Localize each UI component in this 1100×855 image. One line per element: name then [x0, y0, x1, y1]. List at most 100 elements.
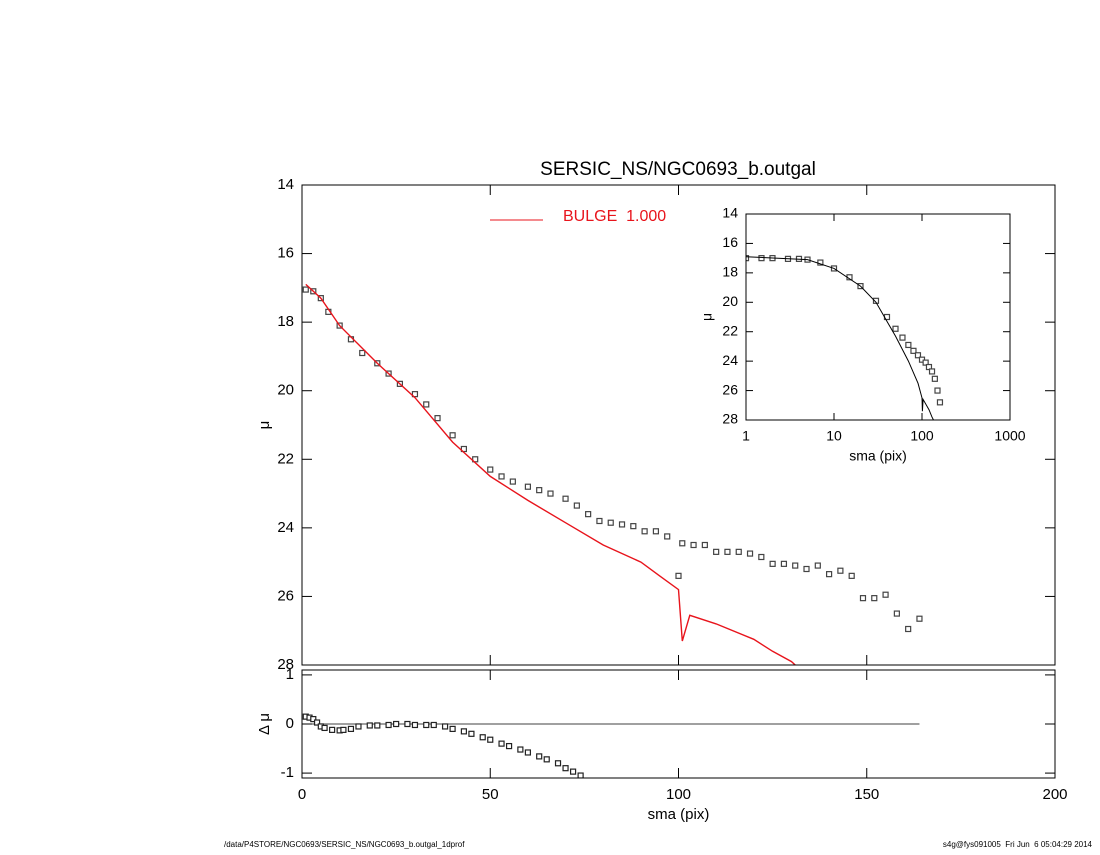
data-point — [577, 772, 584, 778]
data-point — [487, 736, 494, 743]
data-point — [468, 730, 475, 737]
y-tick-label: 24 — [722, 352, 738, 368]
legend-label: BULGE 1.000 — [563, 208, 666, 225]
y-tick-label: 22 — [277, 450, 294, 467]
footer-right: s4g@fys091005 Fri Jun 6 05:04:29 2014 — [943, 840, 1093, 849]
data-point — [859, 595, 867, 602]
data-point — [630, 523, 637, 530]
y-tick-label: 14 — [277, 176, 294, 193]
y-tick-label: 28 — [277, 656, 294, 673]
data-point — [423, 721, 430, 729]
data-point — [366, 722, 373, 729]
y-tick-label: 1 — [286, 666, 294, 683]
data-point — [498, 473, 505, 480]
data-point — [910, 347, 917, 354]
data-point — [441, 723, 449, 730]
data-point — [569, 768, 577, 775]
data-point — [837, 567, 844, 574]
x-tick-label: 100 — [666, 786, 691, 803]
data-point — [882, 591, 889, 598]
data-point — [302, 286, 309, 293]
data-point — [536, 487, 543, 494]
plot-area — [302, 283, 923, 665]
y-tick-label: 0 — [286, 715, 294, 732]
data-point — [675, 572, 682, 579]
data-point — [411, 721, 419, 729]
y-tick-label: 16 — [722, 234, 738, 250]
x-tick-label: 50 — [482, 786, 499, 803]
data-point — [664, 533, 671, 540]
data-point — [524, 483, 532, 490]
data-point — [803, 565, 810, 573]
chart-title: SERSIC_NS/NGC0693_b.outgal — [540, 159, 816, 180]
data-point — [562, 495, 569, 502]
x-tick-label: 1000 — [994, 428, 1025, 444]
footer-left: /data/P4STORE/NGC0693/SERSIC_NS/NGC0693_… — [224, 840, 465, 849]
data-point — [724, 548, 731, 555]
y-tick-label: 26 — [277, 587, 294, 604]
data-point — [848, 572, 855, 579]
data-point — [905, 625, 912, 633]
data-point — [479, 734, 486, 741]
data-point — [347, 725, 355, 733]
y-tick-label: 18 — [722, 264, 738, 280]
data-point — [916, 615, 923, 622]
data-point — [914, 352, 922, 359]
data-point — [872, 297, 880, 304]
plot-frame — [301, 184, 1056, 666]
data-point — [562, 765, 569, 772]
data-point — [573, 502, 580, 509]
model-line — [305, 283, 796, 665]
y-tick-label: 24 — [277, 519, 294, 536]
inset-background — [686, 204, 1020, 470]
x-axis-label: sma (pix) — [849, 448, 907, 464]
y-tick-label: 20 — [277, 382, 294, 399]
data-point — [449, 725, 456, 733]
data-point — [746, 550, 754, 557]
data-point — [460, 728, 467, 735]
data-point — [547, 490, 554, 497]
data-point — [509, 478, 516, 485]
data-point — [758, 553, 765, 561]
data-point — [679, 540, 686, 547]
data-point — [871, 595, 878, 602]
data-point — [713, 548, 720, 555]
data-point — [321, 724, 328, 732]
data-point — [585, 511, 592, 518]
data-point — [936, 399, 944, 406]
x-tick-label: 200 — [1042, 786, 1067, 803]
plot-area — [746, 255, 944, 420]
data-point — [892, 325, 899, 332]
data-point — [701, 541, 708, 549]
y-tick-label: -1 — [281, 764, 294, 781]
data-point — [498, 740, 505, 747]
data-point — [449, 432, 456, 439]
data-point — [780, 560, 788, 567]
data-point — [652, 528, 660, 535]
data-point — [359, 349, 366, 357]
plot-frame — [301, 669, 1056, 779]
data-point — [543, 756, 550, 763]
data-point — [313, 719, 321, 726]
plot-area — [302, 713, 920, 778]
x-axis-label: sma (pix) — [648, 806, 710, 823]
data-point — [618, 521, 626, 528]
plot-frame — [745, 213, 1011, 421]
data-point — [758, 255, 765, 262]
data-point — [505, 742, 513, 750]
data-point — [554, 760, 562, 767]
data-point — [641, 528, 648, 535]
data-point — [393, 720, 400, 728]
data-point — [922, 359, 929, 366]
y-tick-label: 22 — [722, 322, 738, 338]
data-point — [928, 368, 936, 375]
data-point — [931, 375, 938, 382]
data-point — [411, 391, 419, 398]
x-tick-label: 1 — [742, 428, 750, 444]
x-tick-label: 150 — [854, 786, 879, 803]
data-point — [374, 722, 381, 729]
data-point — [310, 715, 317, 723]
x-tick-label: 0 — [298, 786, 306, 803]
data-point — [434, 415, 441, 422]
